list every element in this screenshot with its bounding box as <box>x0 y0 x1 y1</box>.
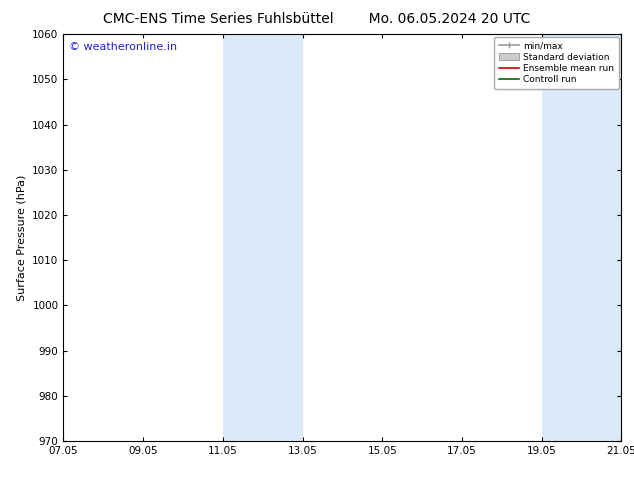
Legend: min/max, Standard deviation, Ensemble mean run, Controll run: min/max, Standard deviation, Ensemble me… <box>495 37 619 89</box>
Text: © weatheronline.in: © weatheronline.in <box>69 43 177 52</box>
Text: CMC-ENS Time Series Fuhlsbüttel        Mo. 06.05.2024 20 UTC: CMC-ENS Time Series Fuhlsbüttel Mo. 06.0… <box>103 12 531 26</box>
Bar <box>223 34 249 441</box>
Bar <box>568 34 621 441</box>
Bar <box>541 34 568 441</box>
Y-axis label: Surface Pressure (hPa): Surface Pressure (hPa) <box>16 174 27 301</box>
Bar <box>249 34 302 441</box>
